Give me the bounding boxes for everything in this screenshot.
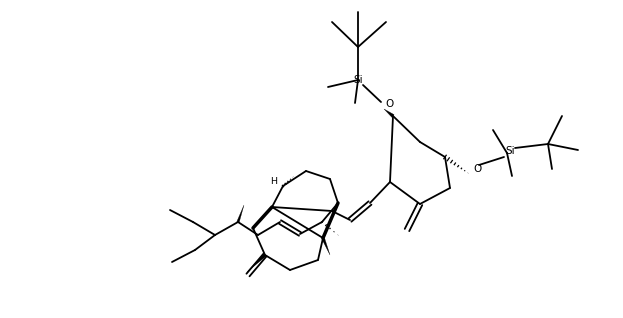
Text: O: O	[473, 164, 481, 174]
Text: Si: Si	[353, 75, 363, 85]
Polygon shape	[237, 205, 244, 222]
Text: H: H	[270, 176, 277, 185]
Polygon shape	[384, 109, 394, 117]
Polygon shape	[247, 254, 266, 272]
Text: O: O	[386, 99, 394, 109]
Text: Si: Si	[505, 146, 515, 156]
Polygon shape	[321, 238, 330, 255]
